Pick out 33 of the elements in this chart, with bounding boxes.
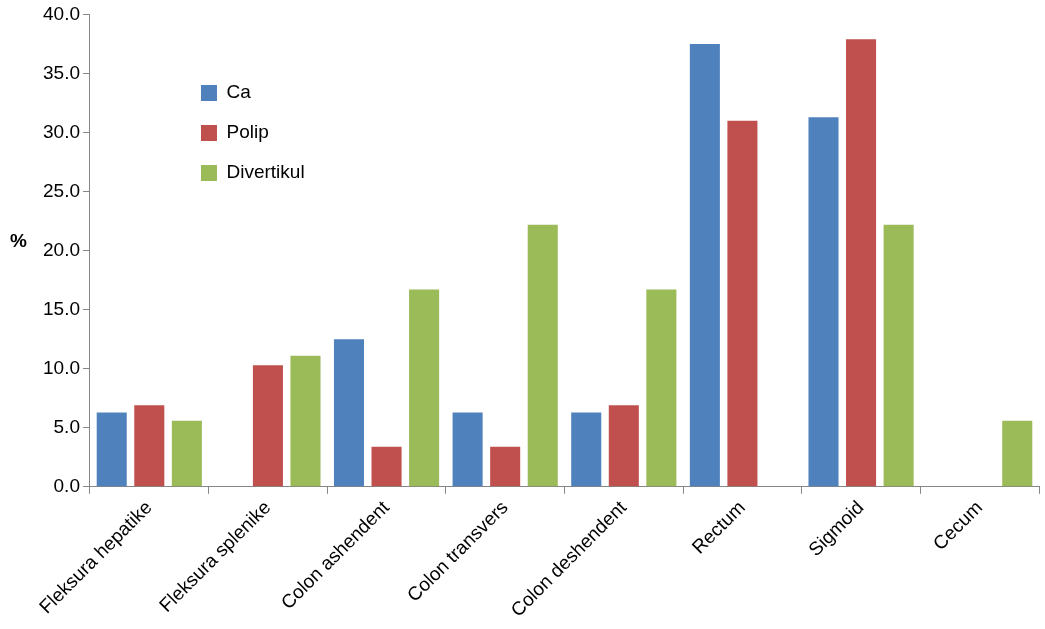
bar [608,405,639,487]
bar [333,339,365,487]
bar [846,39,877,487]
y-axis-title: % [10,230,27,252]
bar [808,117,839,487]
bar [883,224,914,487]
bar [1002,420,1033,487]
bar [571,412,602,487]
bar [252,365,283,487]
y-tick-label: 40.0 [43,2,80,24]
bar [527,224,558,487]
y-tick-label: 30.0 [43,120,80,142]
bar [490,446,521,487]
y-tick-label: 5.0 [53,416,80,437]
legend-label: Polip [226,121,269,143]
y-tick-label: 0.0 [53,475,80,497]
bar [96,412,127,487]
y-tick-label: 10.0 [43,356,80,378]
bar [409,289,440,487]
bar [727,120,758,487]
y-tick-label: 25.0 [43,179,80,201]
bar [134,405,165,487]
y-tick-label: 35.0 [43,61,80,83]
y-tick-label: 20.0 [43,238,80,260]
bar [646,289,677,487]
bar [290,355,321,487]
bar [689,43,720,487]
bar [452,412,483,487]
bar [371,446,402,487]
y-tick-label: 15.0 [43,297,80,319]
legend-label: Ca [226,81,252,103]
legend-label: Divertikul [226,161,305,183]
bar [171,420,202,487]
